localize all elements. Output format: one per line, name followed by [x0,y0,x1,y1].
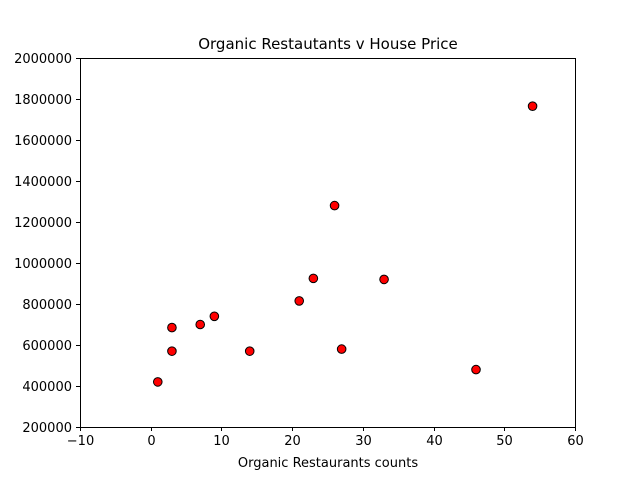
data-point [329,200,340,211]
y-tick-label: 1000000 [14,257,72,272]
y-tick-label: 2000000 [14,52,72,67]
data-point [379,274,389,285]
x-axis-ticks: −10 0 10 20 30 40 50 60 [67,427,584,449]
y-tick-label: 800000 [22,298,72,313]
data-point [195,319,206,330]
x-tick-label: 40 [426,434,443,449]
y-axis-ticks: 200000 400000 600000 800000 1000000 1200000 14… [14,52,80,436]
data-point [209,311,220,322]
y-tick-label: 1800000 [14,93,72,108]
y-tick-label: 1600000 [14,134,72,149]
x-tick-label: 30 [355,434,372,449]
data-point [244,346,255,356]
x-axis-label: Organic Restaurants counts [238,456,418,471]
y-tick-label: 400000 [22,380,72,395]
data-points [152,101,538,387]
y-tick-label: 600000 [22,339,72,354]
data-point [167,322,177,333]
x-tick-label: −10 [67,434,94,449]
y-tick-label: 1400000 [14,175,72,190]
data-point [336,344,347,354]
data-point [527,101,538,111]
x-tick-label: 20 [284,434,301,449]
data-point [294,296,305,306]
data-point [308,273,319,284]
data-point [152,377,163,387]
y-tick-label: 1200000 [14,216,72,231]
x-tick-label: 50 [496,434,513,449]
x-tick-label: 60 [567,434,584,449]
data-point [471,364,481,375]
y-tick-label: 200000 [22,421,72,436]
data-point [167,346,177,356]
x-tick-label: 0 [147,434,155,449]
plot-area-frame [80,58,576,428]
x-tick-label: 10 [213,434,230,449]
chart-title: Organic Restautants v House Price [198,35,458,53]
